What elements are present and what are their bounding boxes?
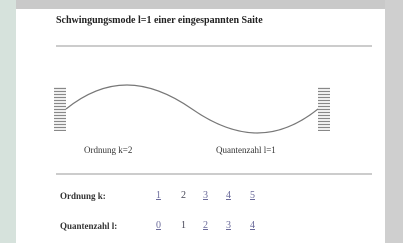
content: Schwingungsmode l=1 einer eingespannten … [16, 9, 385, 243]
link[interactable]: 3 [203, 190, 208, 201]
link[interactable]: 0 [156, 220, 161, 231]
link[interactable]: 4 [226, 190, 231, 201]
right-clamp [318, 87, 330, 131]
link[interactable]: 3 [226, 220, 231, 231]
link[interactable]: 4 [250, 220, 255, 231]
row-label: Quantenzahl l: [60, 221, 117, 231]
order-label: Ordnung k=2 [84, 145, 132, 155]
quantum-label: Quantenzahl l=1 [216, 145, 276, 155]
current-item: 2 [181, 190, 186, 201]
scrollbar [385, 0, 403, 243]
string-figure [16, 9, 385, 159]
wave [66, 85, 318, 133]
sidebar [0, 0, 16, 243]
separator [56, 173, 372, 175]
row-label: Ordnung k: [60, 191, 106, 201]
link[interactable]: 5 [250, 190, 255, 201]
left-clamp [54, 87, 66, 131]
link[interactable]: 2 [203, 220, 208, 231]
page: Schwingungsmode l=1 einer eingespannten … [0, 0, 403, 243]
link[interactable]: 1 [156, 190, 161, 201]
current-item: 1 [181, 220, 186, 231]
